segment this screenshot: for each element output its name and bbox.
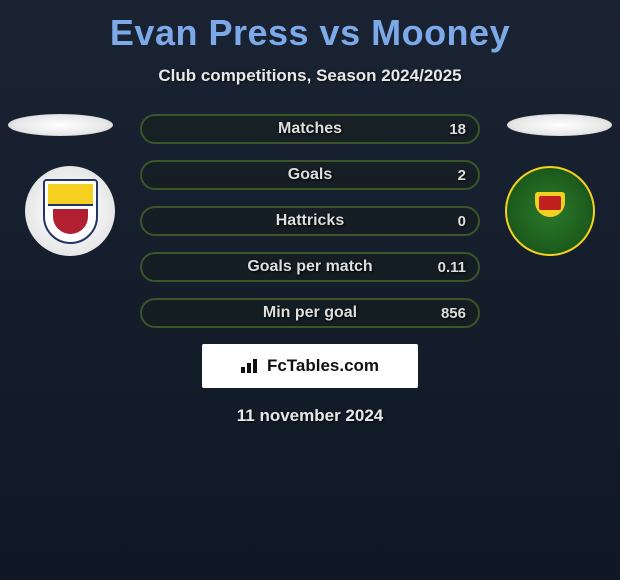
stat-label: Hattricks: [276, 212, 344, 230]
stat-label: Matches: [278, 120, 342, 138]
stat-right-value: 18: [449, 121, 466, 138]
subtitle: Club competitions, Season 2024/2025: [0, 66, 620, 86]
stat-right-value: 2: [458, 167, 466, 184]
bars-icon: [241, 359, 261, 373]
stat-right-value: 0: [458, 213, 466, 230]
stat-row-goals-per-match: Goals per match 0.11: [140, 252, 480, 282]
stat-row-matches: Matches 18: [140, 114, 480, 144]
player-slot-left: [8, 114, 113, 136]
stat-right-value: 0.11: [438, 259, 466, 276]
stat-label: Min per goal: [263, 304, 357, 322]
stat-row-goals: Goals 2: [140, 160, 480, 190]
comparison-panel: Matches 18 Goals 2 Hattricks 0 Goals per…: [0, 114, 620, 426]
player-slot-right: [507, 114, 612, 136]
date-label: 11 november 2024: [0, 406, 620, 426]
stats-list: Matches 18 Goals 2 Hattricks 0 Goals per…: [140, 114, 480, 328]
shield-icon: [43, 179, 98, 244]
attribution-text: FcTables.com: [267, 356, 379, 376]
shield-icon: [525, 184, 575, 239]
stat-label: Goals: [288, 166, 332, 184]
stat-right-value: 856: [441, 305, 466, 322]
page-title: Evan Press vs Mooney: [0, 0, 620, 54]
attribution-badge[interactable]: FcTables.com: [202, 344, 418, 388]
stat-row-min-per-goal: Min per goal 856: [140, 298, 480, 328]
club-crest-left: [25, 166, 115, 256]
stat-label: Goals per match: [247, 258, 372, 276]
club-crest-right: [505, 166, 595, 256]
stat-row-hattricks: Hattricks 0: [140, 206, 480, 236]
